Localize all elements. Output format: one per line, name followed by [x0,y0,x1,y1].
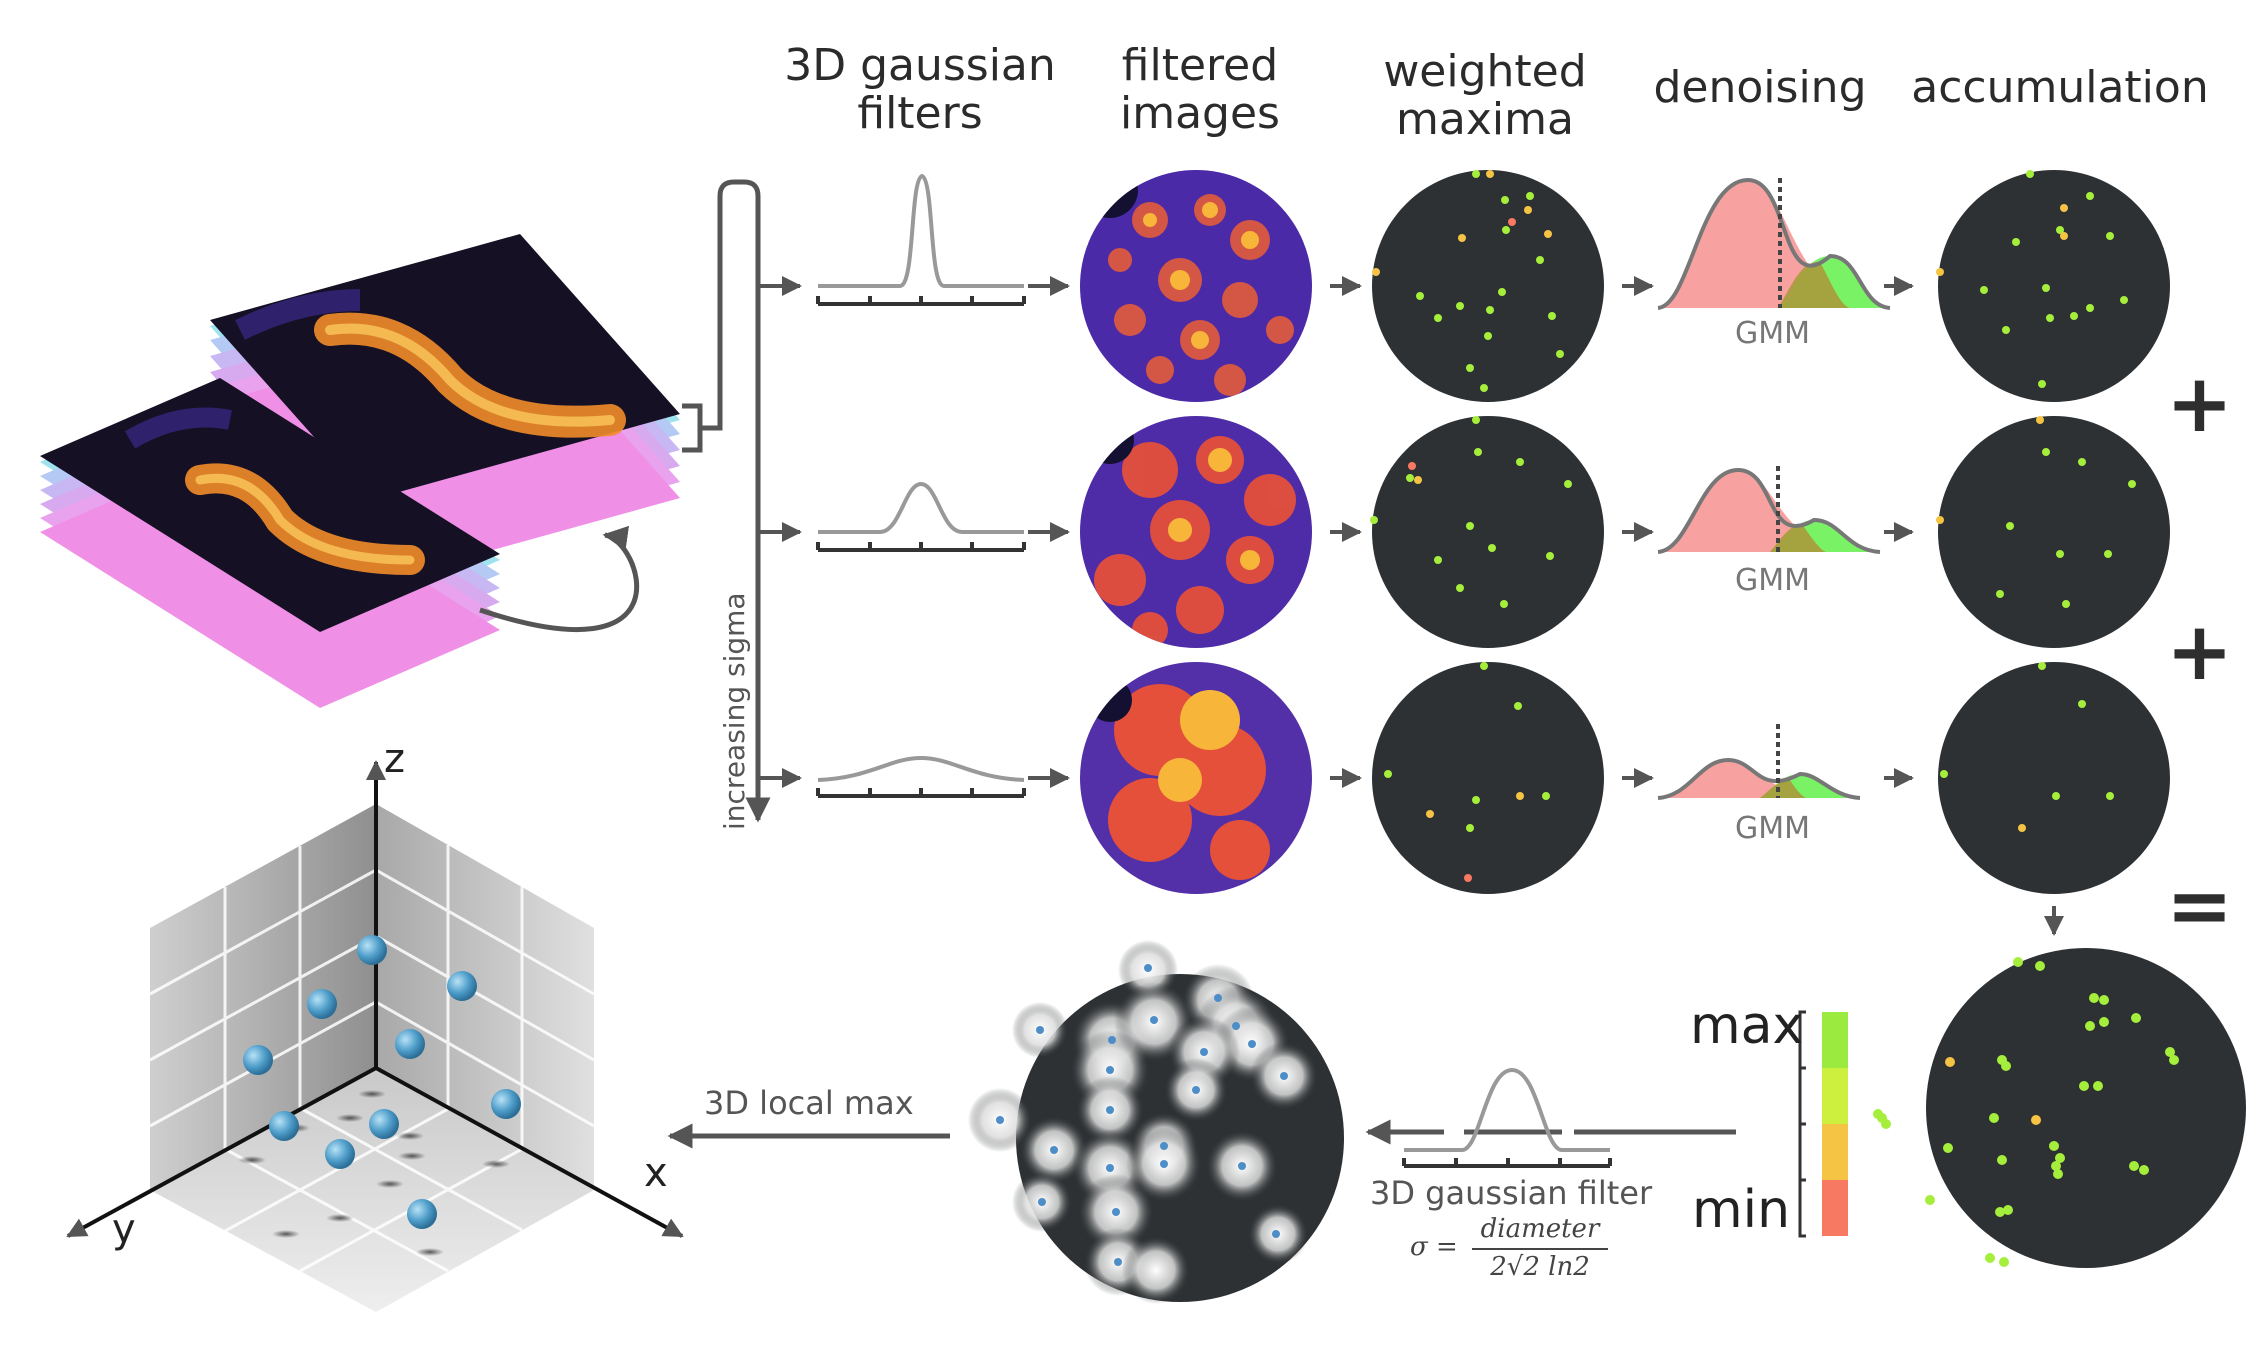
increasing-sigma-label: increasing sigma [718,592,751,830]
gmm-label-1: GMM [1735,316,1811,351]
plus-operator-1: + [2166,357,2234,450]
header-denoising: denoising [1653,62,1867,113]
accumulated-maxima-disk [1873,948,2246,1268]
accumulation-disk-1 [1936,170,2170,402]
gaussian-filter-label: 3D gaussian filter [1370,1174,1653,1212]
filtered-image-3 [1080,662,1312,894]
gaussian-filter-bottom [1402,1067,1612,1168]
gaussian-filter-medium [816,481,1026,552]
equals-operator: = [2166,859,2234,952]
gmm-label-3: GMM [1735,811,1811,846]
gaussian-filter-narrow [816,173,1026,306]
formula-fraction-bar [1472,1248,1608,1250]
gmm-label-2: GMM [1735,563,1811,598]
scale-max-label: max [1690,996,1804,1056]
weighted-maxima-1 [1372,170,1604,402]
blurred-maxima-disk [968,940,1344,1304]
accumulation-disk-2 [1936,416,2170,648]
image-stack-front [40,378,500,708]
formula-lhs: σ = [1410,1232,1458,1262]
gmm-plot-2 [1657,466,1881,554]
scale-min-label: min [1692,1180,1791,1240]
header-accumulation: accumulation [1911,62,2209,113]
gmm-plot-3 [1657,724,1861,800]
formula-denominator: 2√2 ln2 [1490,1252,1590,1282]
rotate-arrow [479,525,640,633]
stack-bracket [682,403,703,453]
header-gaussian-filters: 3D gaussian filters [784,40,1056,139]
header-weighted-maxima: weighted maxima [1383,46,1587,145]
coordinate-box [66,760,684,1312]
intensity-scale-bar [1798,1010,1848,1238]
weighted-maxima-2 [1370,416,1604,648]
x-axis [375,1066,684,1238]
weighted-maxima-3 [1372,662,1604,894]
accumulation-disk-3 [1938,662,2170,894]
filtered-image-1 [1080,170,1312,402]
filtered-image-2 [1080,416,1312,648]
gaussian-filter-wide [816,755,1026,798]
plus-operator-2: + [2166,605,2234,698]
header-filtered-images: filtered images [1120,40,1280,139]
formula-numerator: diameter [1480,1214,1600,1244]
gmm-plot-1 [1657,177,1891,310]
y-axis [66,1066,377,1238]
z-axis-label: z [384,736,405,782]
local-max-label: 3D local max [704,1084,914,1122]
x-axis-label: x [644,1150,668,1196]
sigma-axis [700,179,771,823]
y-axis-label: y [112,1206,136,1252]
